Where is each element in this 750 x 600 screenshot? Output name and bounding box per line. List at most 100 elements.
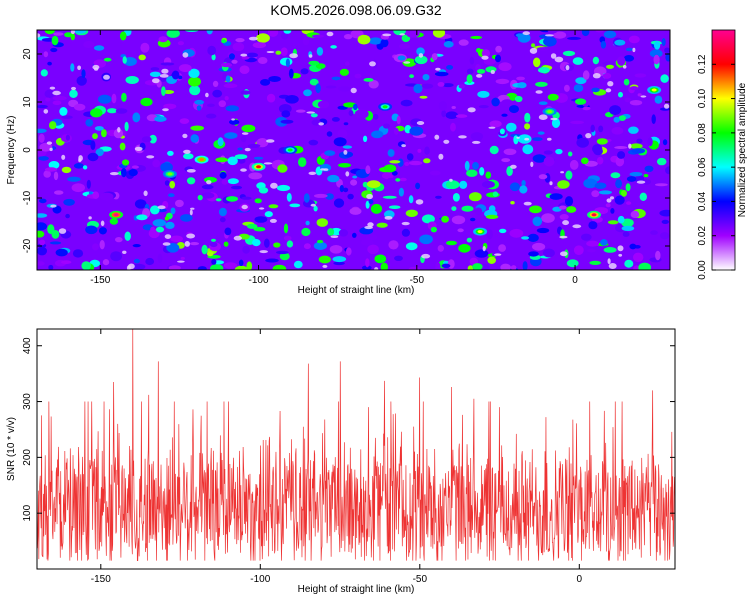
heatmap-cell (61, 154, 66, 160)
heatmap-cell (99, 192, 114, 201)
heatmap-cell (90, 108, 103, 118)
heatmap-cell (325, 85, 337, 89)
heatmap-cell (353, 103, 358, 111)
heatmap-cell (239, 65, 250, 74)
snr-axes: -150 -100 -50 0 100 200 300 400 (22, 329, 675, 585)
heatmap-cell (618, 91, 623, 98)
heatmap-hotspot (113, 213, 119, 217)
heatmap-cell (254, 216, 268, 223)
heatmap-cell (366, 193, 373, 200)
heatmap-cell (264, 238, 270, 248)
heatmap-hotspot (591, 213, 597, 217)
heatmap-cell (101, 129, 107, 138)
heatmap-cell (567, 36, 581, 40)
heatmap-cell (466, 237, 473, 243)
heatmap-cell (46, 141, 53, 145)
heatmap-cell (133, 258, 140, 264)
heatmap-cell (331, 76, 341, 81)
heatmap-cell (48, 161, 60, 169)
heatmap-cell (403, 61, 411, 64)
heatmap-cell (623, 55, 635, 62)
heatmap-cell (495, 78, 510, 85)
heatmap-cell (231, 118, 235, 121)
heatmap-cell (432, 30, 446, 38)
chart-title: KOM5.2026.098.06.09.G32 (270, 2, 442, 18)
heatmap-cell (365, 165, 371, 175)
heatmap-cell (97, 94, 112, 104)
heatmap-cell (258, 187, 269, 194)
heatmap-cell (343, 150, 348, 155)
heatmap-cell (179, 118, 190, 124)
heatmap-cell (607, 258, 611, 265)
heatmap-cell (446, 65, 454, 70)
heatmap-cell (365, 258, 370, 268)
heatmap-cell (376, 222, 388, 228)
heatmap-cell (406, 153, 414, 161)
heatmap-cell (524, 137, 530, 141)
heatmap-cell (498, 244, 506, 252)
heatmap-cell (211, 259, 217, 265)
heatmap-cell (124, 231, 131, 241)
heatmap-cell (554, 56, 564, 63)
heatmap-cell (660, 232, 670, 240)
heatmap-cell (562, 50, 576, 57)
heatmap-cell (352, 175, 358, 179)
heatmap-cell (513, 135, 519, 145)
heatmap-cell (531, 43, 536, 48)
heatmap-cell (638, 262, 652, 270)
heatmap-cell (535, 81, 548, 87)
heatmap-cell (44, 89, 55, 99)
heatmap-cell (483, 58, 496, 65)
heatmap-cell (660, 74, 669, 83)
heatmap-cell (485, 171, 492, 179)
heatmap-cell (535, 90, 543, 94)
heatmap-cell (523, 201, 532, 206)
heatmap-cell (323, 168, 329, 171)
x-tick-label: 0 (572, 275, 578, 286)
heatmap-cell (474, 207, 483, 216)
heatmap-cell (268, 30, 279, 37)
heatmap-cell (111, 93, 117, 104)
y-tick-label: 10 (22, 96, 33, 108)
x-tick-label: -150 (91, 574, 111, 585)
heatmap-cell (159, 74, 169, 78)
heatmap-cell (419, 95, 428, 99)
heatmap-cell (397, 55, 406, 61)
heatmap-cell (206, 30, 213, 35)
heatmap-cell (573, 245, 584, 255)
heatmap-cell (225, 75, 231, 83)
heatmap-cell (404, 161, 410, 166)
snr-frame (36, 328, 676, 570)
heatmap-cell (167, 150, 174, 156)
heatmap-cell (415, 199, 424, 205)
heatmap-hotspot (547, 110, 553, 114)
heatmap-cell (644, 165, 654, 172)
heatmap-cell (58, 228, 67, 234)
heatmap-cell (607, 220, 619, 225)
heatmap-cell (522, 261, 528, 270)
x-tick-label: -100 (249, 275, 269, 286)
heatmap-cell (281, 110, 291, 118)
heatmap-cell (278, 104, 292, 114)
heatmap-cell (289, 53, 298, 59)
heatmap-cell (150, 205, 160, 215)
heatmap-cell (383, 123, 390, 129)
heatmap-cell (338, 229, 348, 237)
heatmap-cell (248, 172, 263, 180)
heatmap-cell (303, 243, 311, 250)
heatmap-cell (547, 137, 552, 141)
heatmap-cell (618, 115, 626, 121)
heatmap-cell (165, 221, 175, 229)
heatmap-cell (430, 226, 437, 233)
heatmap-cell (565, 170, 573, 180)
heatmap-cell (437, 82, 445, 87)
heatmap-cell (387, 177, 394, 182)
heatmap-cell (127, 263, 135, 270)
heatmap-cell (515, 33, 524, 38)
heatmap-cell (134, 199, 147, 209)
heatmap-cell (617, 56, 626, 66)
heatmap-cell (560, 171, 564, 174)
heatmap-cell (273, 242, 281, 248)
heatmap-cell (435, 67, 441, 71)
heatmap-cell (92, 191, 100, 199)
